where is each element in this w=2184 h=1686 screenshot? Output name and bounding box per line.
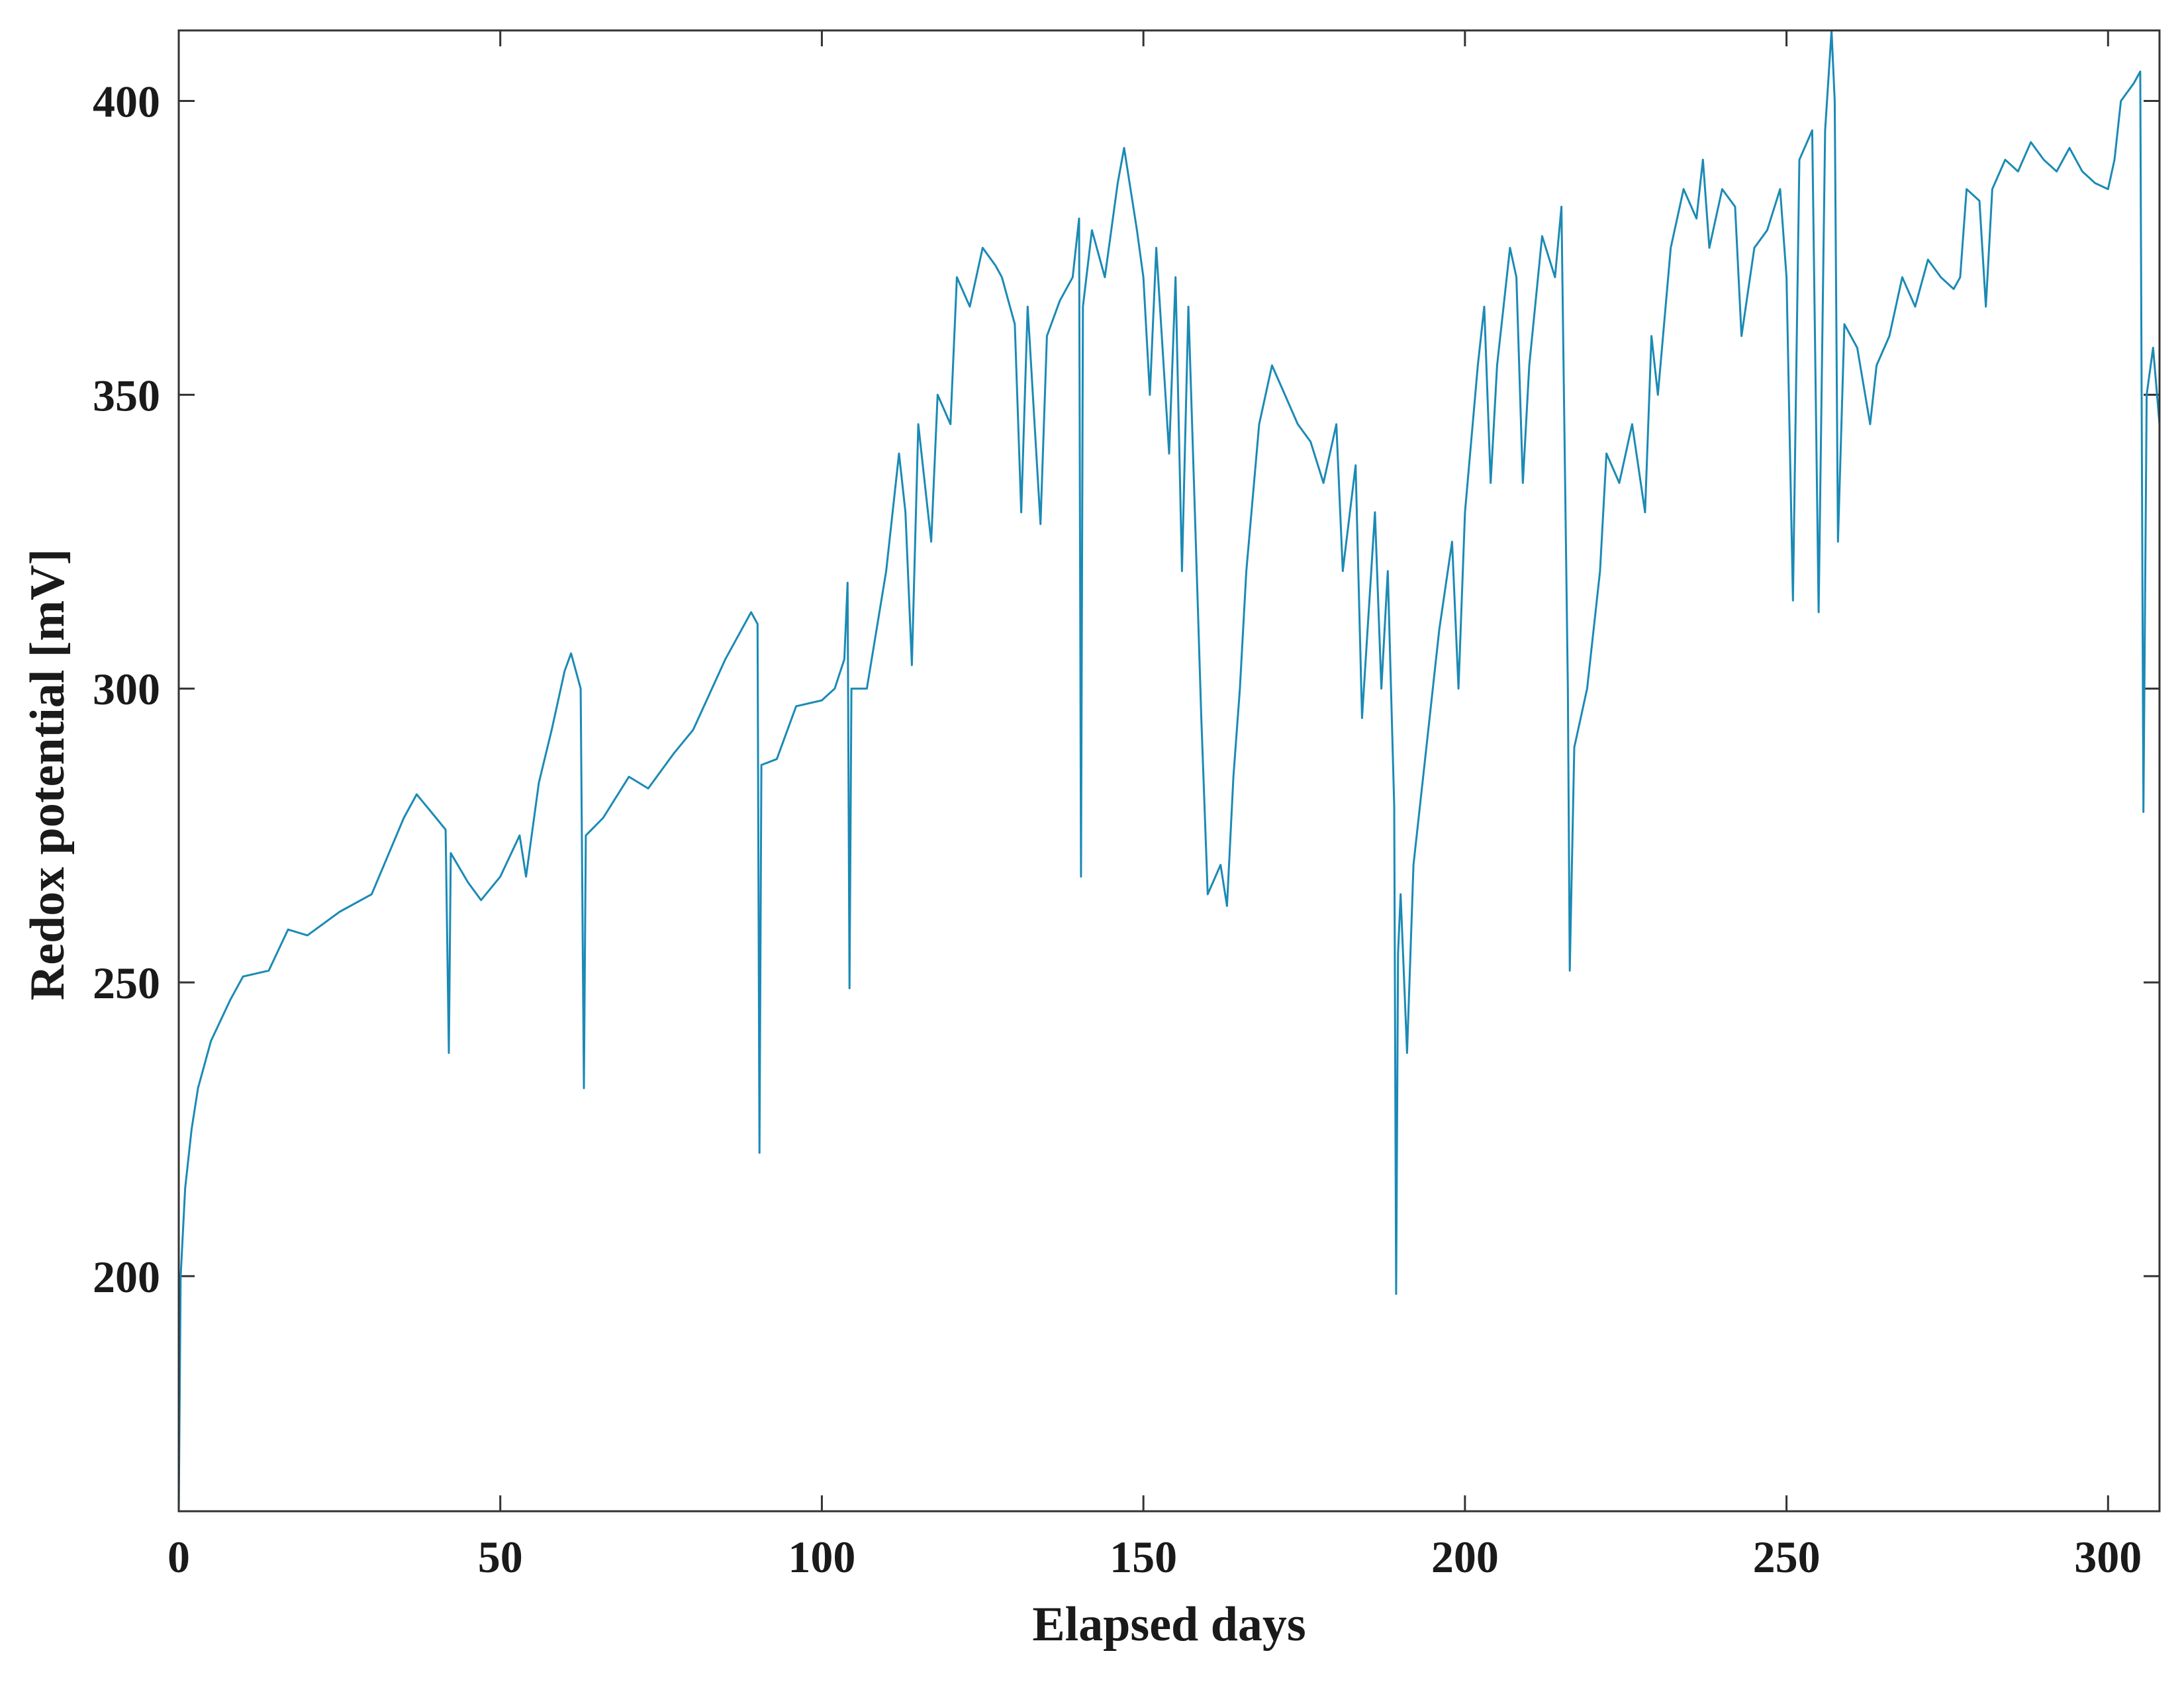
- y-tick-label: 350: [93, 370, 160, 420]
- y-tick-label: 200: [93, 1252, 160, 1302]
- y-axis-label: Redox potential [mV]: [21, 549, 75, 1000]
- x-tick-label: 150: [1110, 1532, 1177, 1582]
- x-tick-label: 200: [1431, 1532, 1499, 1582]
- x-tick-label: 100: [788, 1532, 855, 1582]
- x-tick-label: 50: [478, 1532, 523, 1582]
- y-tick-label: 250: [93, 958, 160, 1008]
- x-tick-label: 300: [2074, 1532, 2142, 1582]
- y-tick-label: 400: [93, 77, 160, 127]
- x-tick-label: 250: [1753, 1532, 1821, 1582]
- data-line: [177, 29, 2161, 1512]
- plot-frame: [177, 29, 2161, 1513]
- x-axis-label: Elapsed days: [1032, 1597, 1306, 1652]
- y-tick-label: 300: [93, 664, 160, 714]
- x-tick-label: 0: [167, 1532, 190, 1582]
